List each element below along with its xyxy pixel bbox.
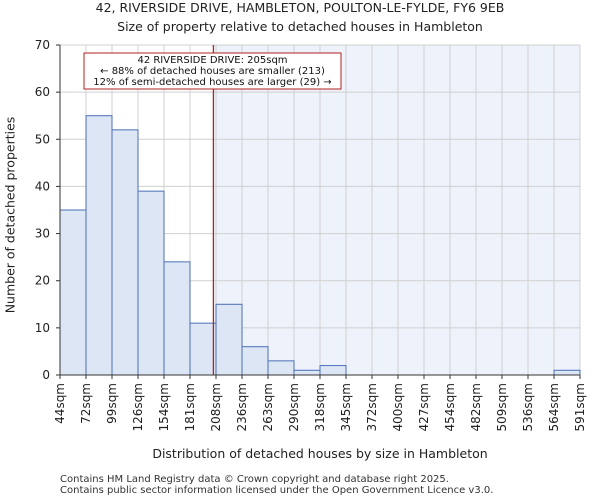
histogram-chart: 0 10 20 30 40 50 60 70 44sqm 72sqm 99sqm 126sqm 154s… [35, 38, 587, 431]
x-tick-label: 564sqm [547, 383, 561, 431]
histogram-bar [163, 261, 191, 376]
y-tick-label: 40 [35, 179, 50, 193]
y-tick-label: 10 [35, 321, 50, 335]
histogram-bar [319, 365, 347, 376]
x-tick-label: 154sqm [157, 383, 171, 431]
x-axis-label: Distribution of detached houses by size … [152, 446, 488, 461]
histogram-bar [59, 209, 87, 376]
x-tick-label: 126sqm [131, 383, 145, 431]
histogram-bar [267, 360, 295, 376]
x-tick-label: 591sqm [573, 383, 587, 431]
histogram-bar [85, 115, 113, 376]
x-tick-label: 318sqm [313, 383, 327, 431]
y-tick-label: 60 [35, 85, 50, 99]
footer-licence: Contains public sector information licen… [60, 485, 494, 496]
y-tick-label: 20 [35, 274, 50, 288]
y-tick-label: 50 [35, 132, 50, 146]
y-tick-label: 70 [35, 38, 50, 52]
x-tick-label: 345sqm [339, 383, 353, 431]
x-tick-label: 482sqm [469, 383, 483, 431]
histogram-bar [553, 369, 581, 376]
annotation-box [83, 52, 342, 90]
annotation-line-1: 42 RIVERSIDE DRIVE: 205sqm [137, 55, 287, 66]
histogram-bar [137, 190, 165, 376]
x-tick-label: 263sqm [261, 383, 275, 431]
annotation-line-3: 12% of semi-detached houses are larger (… [93, 77, 331, 88]
histogram-bar [293, 369, 321, 376]
x-tick-label: 181sqm [183, 383, 197, 431]
x-tick-label: 454sqm [443, 383, 457, 431]
x-tick-label: 290sqm [287, 383, 301, 431]
chart-subtitle: Size of property relative to detached ho… [117, 19, 483, 34]
footer-copyright: Contains HM Land Registry data © Crown c… [60, 474, 449, 485]
x-tick-label: 509sqm [495, 383, 509, 431]
x-tick-label: 72sqm [79, 383, 93, 424]
y-tick-label: 0 [42, 368, 50, 382]
histogram-bar [111, 129, 139, 376]
x-tick-label: 44sqm [53, 383, 67, 424]
y-axis-label: Number of detached properties [2, 116, 18, 314]
annotation-line-2: ← 88% of detached houses are smaller (21… [100, 66, 325, 77]
x-tick-label: 372sqm [365, 383, 379, 431]
x-tick-label: 400sqm [391, 383, 405, 431]
x-tick-label: 208sqm [209, 383, 223, 431]
larger-region-shade [213, 45, 580, 375]
histogram-bar [189, 322, 217, 376]
x-tick-label: 536sqm [521, 383, 535, 431]
x-tick-label: 236sqm [235, 383, 249, 431]
histogram-bar [241, 346, 269, 376]
x-tick-label: 427sqm [417, 383, 431, 431]
histogram-bar [215, 303, 243, 376]
y-tick-label: 30 [35, 227, 50, 241]
x-tick-label: 99sqm [105, 383, 119, 424]
chart-title: 42, RIVERSIDE DRIVE, HAMBLETON, POULTON-… [95, 0, 505, 15]
